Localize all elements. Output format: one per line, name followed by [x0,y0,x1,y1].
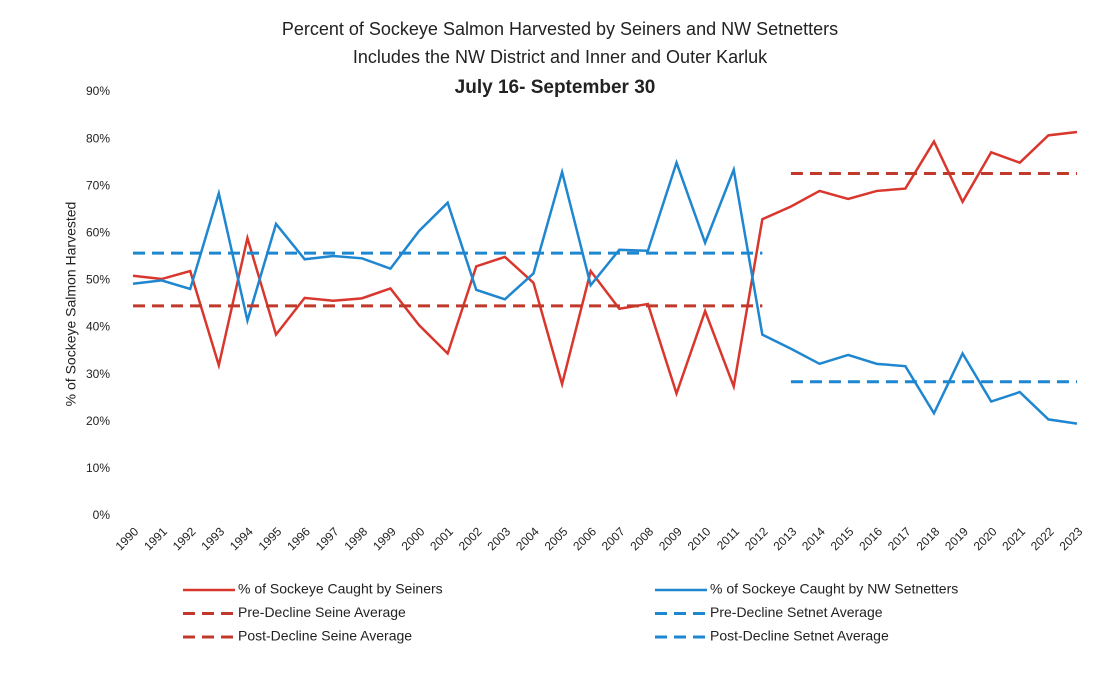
x-tick-label: 2011 [714,524,742,552]
x-tick-label: 1992 [170,524,199,553]
x-tick-label: 2002 [456,524,485,553]
y-tick-label: 20% [86,414,110,428]
x-tick-label: 2023 [1057,524,1086,553]
x-tick-label: 2010 [685,524,714,553]
x-tick-label: 1997 [313,524,342,553]
x-tick-label: 2014 [799,524,828,553]
y-tick-label: 30% [86,367,110,381]
x-tick-label: 2020 [971,524,1000,553]
x-tick-label: 2016 [856,524,885,553]
chart-subtitle: July 16- September 30 [455,77,656,98]
legend-label: Pre-Decline Setnet Average [710,604,883,620]
y-tick-label: 40% [86,320,110,334]
x-tick-label: 2009 [656,524,685,553]
legend-label: % of Sockeye Caught by Seiners [238,581,443,597]
x-tick-label: 2005 [542,524,571,553]
x-tick-label: 2021 [999,524,1028,553]
x-tick-label: 2019 [942,524,971,553]
series-line [132,130,1078,398]
x-tick-label: 2017 [885,524,914,553]
y-axis-label: % of Sockeye Salmon Harvested [63,202,79,407]
x-tick-label: 2006 [570,524,599,553]
y-tick-label: 90% [86,84,110,98]
x-tick-label: 2018 [914,524,943,553]
y-tick-label: 70% [86,178,110,192]
x-tick-label: 1990 [113,524,142,553]
y-tick-label: 80% [86,131,110,145]
y-tick-label: 50% [86,273,110,287]
x-tick-label: 2013 [771,524,800,553]
legend-label: Post-Decline Setnet Average [710,628,889,644]
x-tick-label: 2012 [742,524,771,553]
x-tick-label: 2000 [399,524,428,553]
x-tick-label: 1999 [370,524,399,553]
series-line [132,158,1078,425]
x-tick-label: 2001 [427,524,456,553]
y-tick-label: 0% [93,508,111,522]
x-tick-label: 2007 [599,524,628,553]
x-tick-label: 1991 [141,524,170,553]
legend-label: Post-Decline Seine Average [238,628,412,644]
y-tick-label: 60% [86,226,110,240]
x-tick-label: 2015 [828,524,857,553]
x-tick-label: 1996 [284,524,313,553]
chart-title: Percent of Sockeye Salmon Harvested by S… [282,19,838,39]
x-tick-label: 1998 [341,524,370,553]
x-tick-label: 2008 [627,524,656,553]
chart-subtitle: Includes the NW District and Inner and O… [353,47,768,67]
y-tick-label: 10% [86,461,110,475]
x-tick-label: 2003 [484,524,513,553]
x-tick-label: 2004 [513,524,542,553]
x-tick-label: 2022 [1028,524,1057,553]
x-tick-label: 1993 [198,524,227,553]
legend-label: % of Sockeye Caught by NW Setnetters [710,581,958,597]
legend-label: Pre-Decline Seine Average [238,604,406,620]
x-tick-label: 1994 [227,524,256,553]
x-tick-label: 1995 [256,524,285,553]
